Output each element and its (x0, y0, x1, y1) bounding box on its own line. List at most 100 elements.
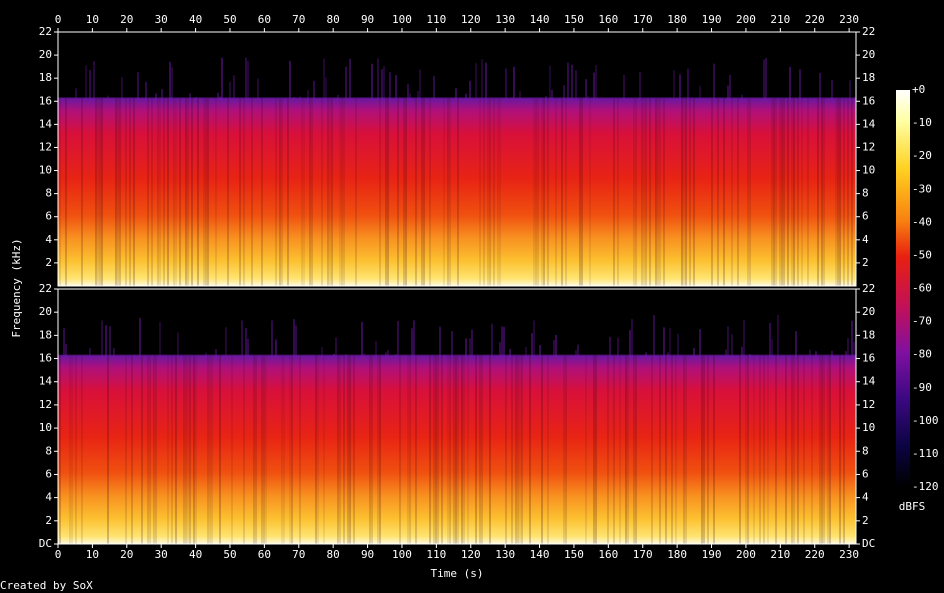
x-tick-label: 0 (55, 13, 62, 26)
y-tick-label: 8 (862, 444, 869, 457)
colorbar-tick-label: -100 (912, 414, 939, 427)
x-tick-label: 50 (223, 13, 236, 26)
y-tick-label: 8 (862, 187, 869, 200)
x-tick-label: 150 (564, 548, 584, 561)
x-tick-label: 220 (805, 548, 825, 561)
x-tick-label: 230 (839, 13, 859, 26)
colorbar-label: dBFS (899, 500, 926, 513)
y-tick-label: 10 (862, 421, 875, 434)
x-tick-label: 220 (805, 13, 825, 26)
colorbar-tick-label: -70 (912, 315, 932, 328)
credit: Created by SoX (0, 579, 93, 592)
x-tick-label: 230 (839, 548, 859, 561)
y-tick-label: 22 (39, 282, 52, 295)
y-tick-label: 14 (862, 375, 876, 388)
x-tick-label: 90 (361, 548, 374, 561)
colorbar (896, 90, 910, 487)
x-tick-label: 40 (189, 13, 202, 26)
colorbar-tick-label: -40 (912, 215, 932, 228)
x-tick-label: 120 (461, 13, 481, 26)
x-tick-label: 100 (392, 548, 412, 561)
x-tick-label: 30 (155, 13, 168, 26)
x-tick-label: 150 (564, 13, 584, 26)
y-tick-label: 22 (862, 25, 875, 38)
panel-border (57, 31, 857, 287)
y-tick-label: 18 (862, 328, 875, 341)
y-tick-label: 6 (862, 210, 869, 223)
y-tick-label: 20 (39, 305, 52, 318)
x-tick-label: 190 (702, 13, 722, 26)
colorbar-tick-label: -120 (912, 480, 939, 493)
y-tick-label: 10 (862, 164, 875, 177)
x-tick-label: 110 (426, 548, 446, 561)
colorbar-tick-label: +0 (912, 83, 925, 96)
y-tick-label: 14 (39, 117, 53, 130)
y-tick-label: 12 (862, 398, 875, 411)
x-tick-label: 180 (667, 548, 687, 561)
x-tick-label: 130 (495, 13, 515, 26)
x-tick-label: 140 (530, 13, 550, 26)
x-tick-label: 60 (258, 13, 271, 26)
y-tick-label: 10 (39, 164, 52, 177)
x-tick-label: 10 (86, 13, 99, 26)
spectrogram-panel (58, 32, 856, 286)
x-tick-label: 210 (770, 548, 790, 561)
x-tick-label: 10 (86, 548, 99, 561)
y-tick-label: 14 (39, 375, 53, 388)
colorbar-tick-label: -10 (912, 116, 932, 129)
y-tick-label: 4 (45, 233, 52, 246)
y-tick-label: 10 (39, 421, 52, 434)
y-tick-label: 12 (862, 140, 875, 153)
y-tick-label: 2 (45, 256, 52, 269)
x-tick-label: 60 (258, 548, 271, 561)
y-tick-label: 2 (862, 514, 869, 527)
y-tick-label: 16 (39, 94, 52, 107)
colorbar-tick-label: -20 (912, 149, 932, 162)
x-tick-label: 120 (461, 548, 481, 561)
y-tick-label: 2 (862, 256, 869, 269)
y-tick-label: 4 (45, 491, 52, 504)
x-tick-label: 160 (598, 13, 618, 26)
y-tick-label: 18 (39, 71, 52, 84)
x-tick-label: 170 (633, 548, 653, 561)
colorbar-tick-label: -80 (912, 348, 932, 361)
y-tick-label: 6 (45, 210, 52, 223)
x-tick-label: 140 (530, 548, 550, 561)
x-tick-label: 200 (736, 13, 756, 26)
y-tick-label: 20 (39, 48, 52, 61)
x-tick-label: 160 (598, 548, 618, 561)
y-tick-label: DC (862, 537, 875, 550)
y-tick-label: 4 (862, 233, 869, 246)
y-tick-label: 20 (862, 48, 875, 61)
y-tick-label: 8 (45, 187, 52, 200)
x-tick-label: 70 (292, 13, 305, 26)
colorbar-tick-label: -30 (912, 182, 932, 195)
x-tick-label: 130 (495, 548, 515, 561)
x-tick-label: 210 (770, 13, 790, 26)
y-tick-label: 22 (39, 25, 52, 38)
colorbar-tick-label: -90 (912, 381, 932, 394)
y-tick-label: 4 (862, 491, 869, 504)
y-tick-label: 16 (862, 94, 875, 107)
y-tick-label: 2 (45, 514, 52, 527)
y-tick-label: 12 (39, 398, 52, 411)
y-tick-label: 16 (862, 352, 875, 365)
x-tick-label: 70 (292, 548, 305, 561)
x-tick-label: 0 (55, 548, 62, 561)
x-tick-label: 20 (120, 13, 133, 26)
x-tick-label: 110 (426, 13, 446, 26)
x-tick-label: 30 (155, 548, 168, 561)
x-tick-label: 50 (223, 548, 236, 561)
y-tick-label: 16 (39, 352, 52, 365)
y-tick-label: 20 (862, 305, 875, 318)
y-tick-label: 6 (45, 467, 52, 480)
y-tick-label: 22 (862, 282, 875, 295)
x-tick-label: 20 (120, 548, 133, 561)
colorbar-tick-label: -110 (912, 447, 939, 460)
y-tick-label: 12 (39, 140, 52, 153)
x-tick-label: 170 (633, 13, 653, 26)
y-tick-label: 18 (39, 328, 52, 341)
x-axis-label: Time (s) (431, 567, 484, 580)
colorbar-tick-label: -60 (912, 282, 932, 295)
x-tick-label: 200 (736, 548, 756, 561)
